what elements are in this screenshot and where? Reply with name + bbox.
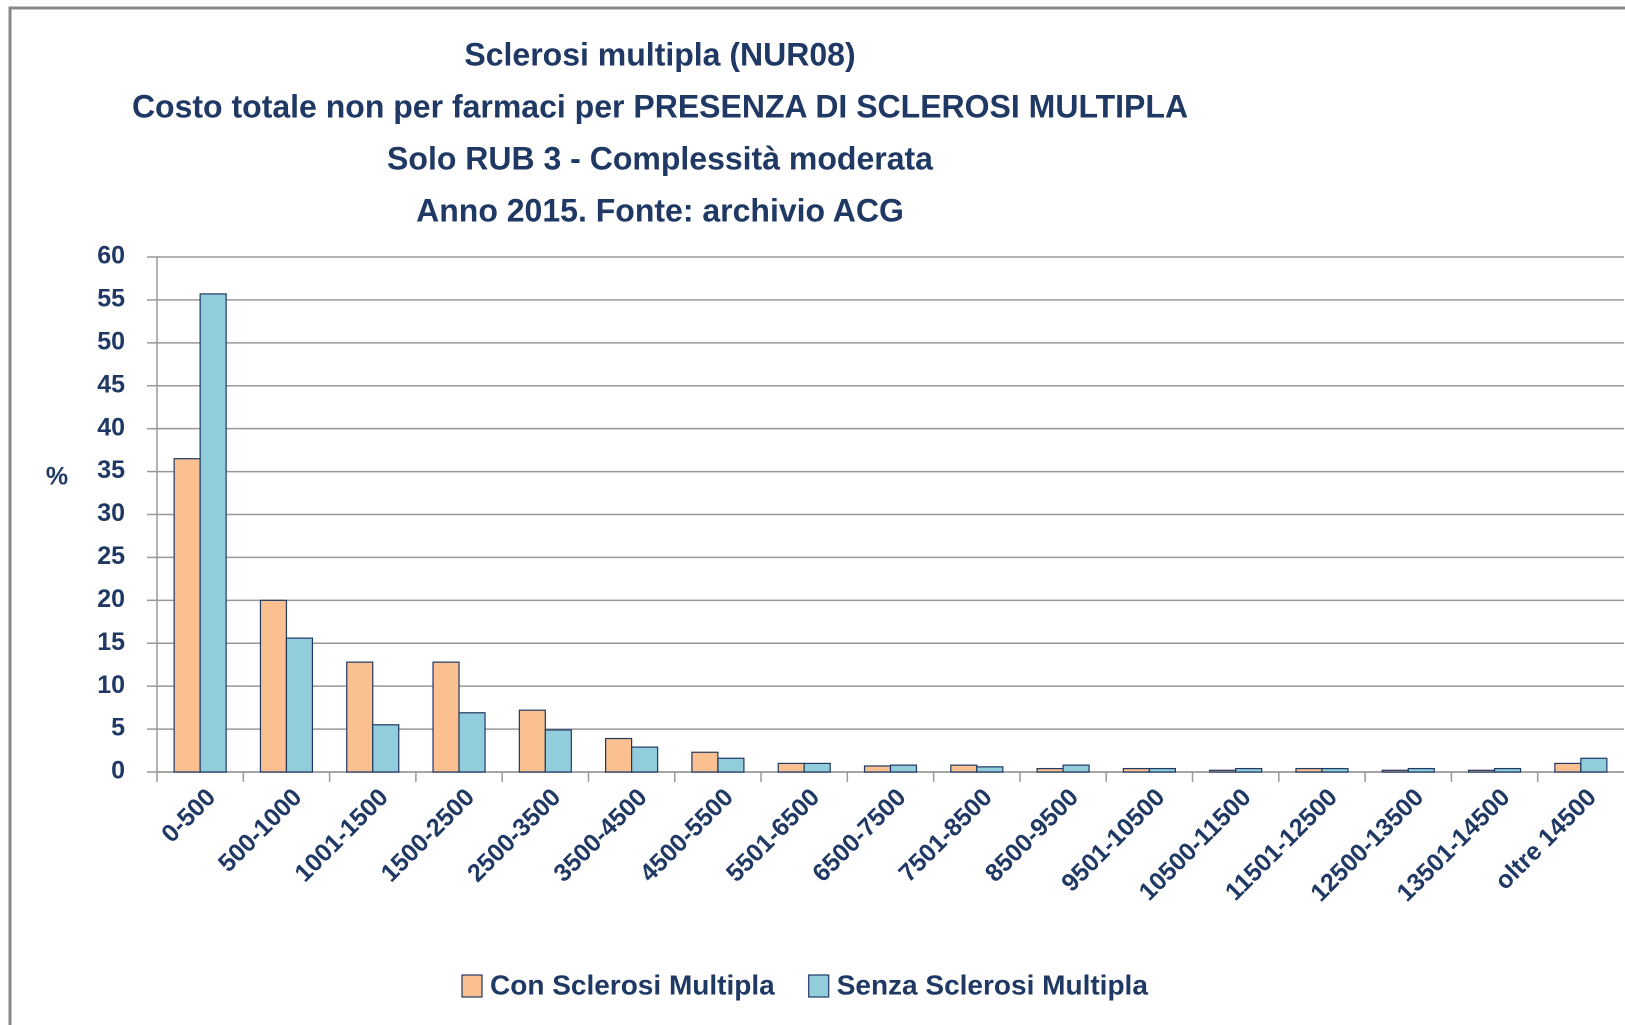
- bar: [1062, 764, 1090, 773]
- y-tick-label: 15: [97, 628, 125, 656]
- bar: [1122, 767, 1150, 773]
- y-tick-label: 45: [97, 370, 125, 398]
- bar: [1036, 767, 1064, 773]
- chart-title: Solo RUB 3 - Complessità moderata: [387, 140, 933, 176]
- bar: [285, 637, 314, 773]
- bar: [1493, 767, 1522, 773]
- x-tick-label: 5501-6500: [721, 783, 825, 887]
- bar: [372, 724, 400, 773]
- bar: [1209, 769, 1237, 773]
- bar: [605, 737, 633, 773]
- bar: [346, 661, 374, 773]
- legend-label: Senza Sclerosi Multipla: [837, 969, 1149, 1000]
- bar: [518, 709, 546, 773]
- bar: [1407, 767, 1435, 773]
- x-tick-label: 2500-3500: [462, 783, 566, 887]
- bar: [777, 762, 805, 773]
- bar: [976, 766, 1004, 773]
- legend-swatch: [808, 974, 830, 998]
- bar: [1554, 762, 1582, 773]
- y-tick-label: 55: [97, 285, 125, 313]
- chart-title: Sclerosi multipla (NUR08): [464, 36, 855, 72]
- bar: [889, 764, 918, 773]
- y-tick-label: 20: [97, 585, 125, 613]
- legend-label: Con Sclerosi Multipla: [490, 969, 775, 1000]
- x-tick-label: 4500-5500: [634, 783, 738, 887]
- x-tick-label: 7501-8500: [893, 783, 997, 887]
- x-tick-label: 0-500: [156, 783, 221, 848]
- bar: [1381, 769, 1409, 773]
- x-tick-label: 1500-2500: [376, 783, 480, 887]
- y-tick-label: 40: [97, 413, 125, 441]
- y-tick-label: 25: [97, 542, 125, 570]
- x-tick-label: 1001-1500: [289, 783, 393, 887]
- legend-swatch: [461, 974, 483, 998]
- y-tick-label: 30: [97, 499, 125, 527]
- bar: [1321, 767, 1349, 773]
- bar: [199, 293, 227, 773]
- bar: [1148, 767, 1176, 773]
- x-tick-label: 6500-7500: [807, 783, 911, 887]
- chart-title: Anno 2015. Fonte: archivio ACG: [416, 192, 904, 228]
- y-tick-label: 60: [97, 242, 125, 270]
- bar: [631, 746, 659, 773]
- y-tick-label: 50: [97, 327, 125, 355]
- bar: [544, 729, 572, 773]
- y-tick-label: 10: [97, 671, 125, 699]
- bar: [1235, 767, 1263, 773]
- bar: [1467, 769, 1496, 773]
- y-tick-label: 0: [111, 757, 125, 785]
- chart-title: Costo totale non per farmaci per PRESENZ…: [132, 88, 1188, 124]
- bar: [173, 458, 201, 773]
- bar: [717, 757, 745, 773]
- y-tick-label: 5: [111, 714, 125, 742]
- bar: [1580, 757, 1608, 773]
- bar: [691, 751, 719, 773]
- bar: [1295, 767, 1323, 773]
- bar: [259, 599, 288, 773]
- bar: [863, 765, 892, 773]
- bar: [458, 712, 486, 773]
- y-tick-label: 35: [97, 456, 125, 484]
- bar: [432, 661, 460, 773]
- x-tick-label: 3500-4500: [548, 783, 652, 887]
- bar: [803, 762, 831, 773]
- bar: [950, 764, 978, 773]
- y-axis-label: %: [46, 463, 68, 491]
- chart-frame: [8, 6, 1625, 1025]
